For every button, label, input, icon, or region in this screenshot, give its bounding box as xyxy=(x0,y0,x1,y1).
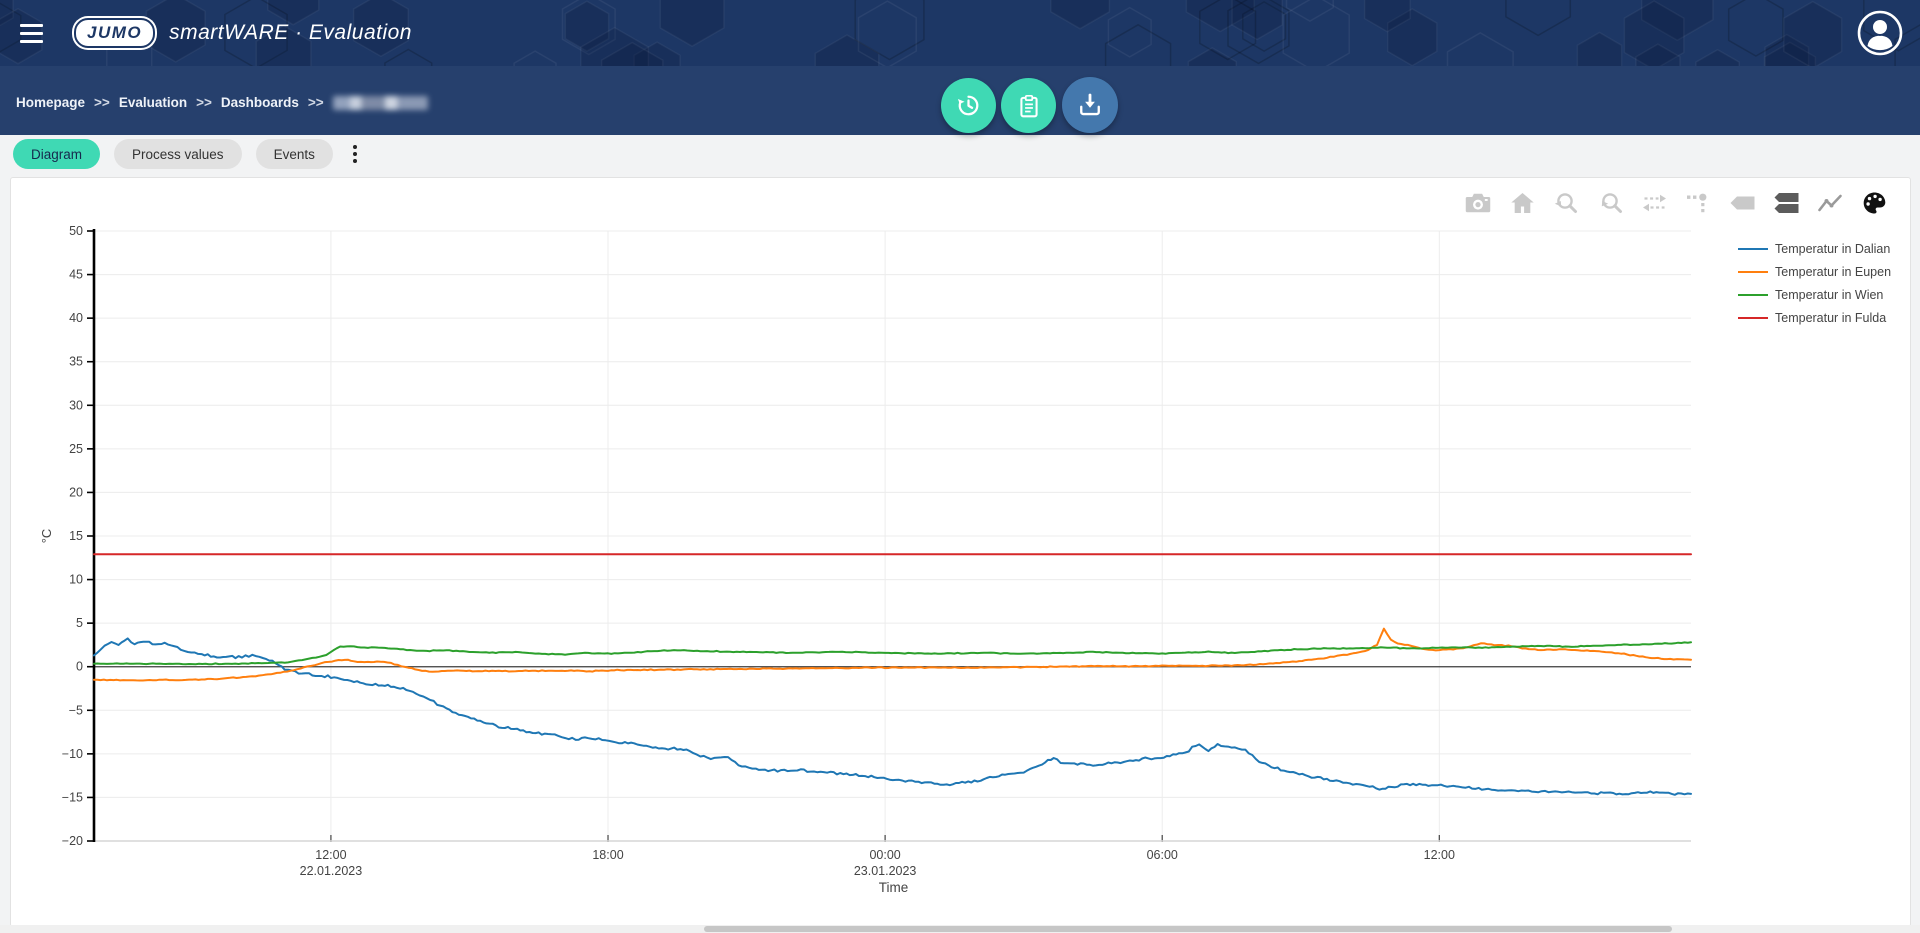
jumo-logo: JUMO xyxy=(74,18,156,48)
legend-item-2[interactable]: Temperatur in Eupen xyxy=(1738,260,1891,283)
svg-text:00:00: 00:00 xyxy=(869,848,900,862)
breadcrumb-separator: >> xyxy=(196,95,212,110)
legend-label: Temperatur in Eupen xyxy=(1775,264,1892,279)
breadcrumb-link-evaluation[interactable]: Evaluation xyxy=(118,95,188,110)
download-icon xyxy=(1080,93,1100,116)
breadcrumb-separator: >> xyxy=(94,95,110,110)
history-button[interactable] xyxy=(941,78,996,133)
spike-lines-icon[interactable] xyxy=(1684,191,1712,215)
plot-area[interactable] xyxy=(94,231,1701,842)
svg-text:06:00: 06:00 xyxy=(1147,848,1178,862)
svg-text:12:00: 12:00 xyxy=(315,848,346,862)
legend-line-swatch xyxy=(1738,316,1768,319)
breadcrumb: Homepage >> Evaluation >> Dashboards >> xyxy=(16,95,428,110)
svg-text:Time: Time xyxy=(879,880,909,895)
svg-text:−15: −15 xyxy=(62,790,83,804)
svg-text:18:00: 18:00 xyxy=(592,848,623,862)
breadcrumb-link-homepage[interactable]: Homepage xyxy=(16,95,86,110)
svg-text:−20: −20 xyxy=(62,834,83,848)
breadcrumb-link-dashboards[interactable]: Dashboards xyxy=(220,95,299,110)
horizontal-scrollbar xyxy=(0,925,1920,933)
svg-text:23.01.2023: 23.01.2023 xyxy=(854,864,917,878)
tab-diagram[interactable]: Diagram xyxy=(13,139,101,169)
svg-text:40: 40 xyxy=(69,311,83,325)
breadcrumb-current-redacted xyxy=(332,95,428,110)
legend-label: Temperatur in Wien xyxy=(1775,287,1884,302)
svg-text:30: 30 xyxy=(69,398,83,412)
history-icon xyxy=(957,95,979,116)
tab-process-values[interactable]: Process values xyxy=(114,139,242,169)
chart-legend: Temperatur in Dalian Temperatur in Eupen T… xyxy=(1738,237,1891,329)
line-style-icon[interactable] xyxy=(1816,191,1844,215)
svg-text:°C: °C xyxy=(39,529,54,544)
pan-compare-icon[interactable] xyxy=(1640,191,1668,215)
svg-text:5: 5 xyxy=(76,616,83,630)
svg-text:−5: −5 xyxy=(69,703,83,717)
legend-label: Temperatur in Dalian xyxy=(1775,241,1891,256)
camera-icon[interactable] xyxy=(1464,191,1492,215)
clipboard-icon xyxy=(1019,94,1038,117)
breadcrumb-separator: >> xyxy=(307,95,324,110)
chart-toolbar xyxy=(1464,191,1888,215)
svg-text:−10: −10 xyxy=(62,747,83,761)
view-tabs: Diagram Process values Events xyxy=(13,139,363,169)
svg-text:45: 45 xyxy=(69,268,83,282)
app-title: smartWARE · Evaluation xyxy=(169,21,412,44)
menu-button[interactable] xyxy=(8,11,54,55)
diagram-card: −20 −15 −10 −5 0 5 10 15 20 25 30 35 40 45 50 12:00 22.0… xyxy=(10,177,1911,927)
user-avatar-icon xyxy=(1857,10,1903,56)
svg-text:12:00: 12:00 xyxy=(1424,848,1455,862)
scrollbar-thumb[interactable] xyxy=(704,926,1672,932)
legend-line-swatch xyxy=(1738,293,1768,296)
svg-text:25: 25 xyxy=(69,442,83,456)
svg-text:10: 10 xyxy=(69,573,83,587)
more-options-button[interactable] xyxy=(347,140,363,168)
svg-text:0: 0 xyxy=(76,660,83,674)
svg-text:50: 50 xyxy=(69,224,83,238)
svg-text:20: 20 xyxy=(69,485,83,499)
legend-line-swatch xyxy=(1738,247,1768,250)
legend-item-3[interactable]: Temperatur in Wien xyxy=(1738,283,1891,306)
palette-icon[interactable] xyxy=(1860,191,1888,215)
hover-compare-icon[interactable] xyxy=(1772,191,1800,215)
zoom-forward-icon[interactable] xyxy=(1596,191,1624,215)
zoom-back-icon[interactable] xyxy=(1552,191,1580,215)
svg-text:22.01.2023: 22.01.2023 xyxy=(300,864,363,878)
tab-events[interactable]: Events xyxy=(255,139,333,169)
home-icon[interactable] xyxy=(1508,191,1536,215)
legend-label: Temperatur in Fulda xyxy=(1775,310,1887,325)
download-button[interactable] xyxy=(1062,77,1118,133)
legend-line-swatch xyxy=(1738,270,1768,273)
legend-item-4[interactable]: Temperatur in Fulda xyxy=(1738,306,1891,329)
hover-closest-icon[interactable] xyxy=(1728,191,1756,215)
legend-item-1[interactable]: Temperatur in Dalian xyxy=(1738,237,1891,260)
svg-text:15: 15 xyxy=(69,529,83,543)
clipboard-button[interactable] xyxy=(1001,78,1056,133)
svg-text:35: 35 xyxy=(69,355,83,369)
user-avatar-button[interactable] xyxy=(1856,9,1904,57)
app-header: JUMO smartWARE · Evaluation xyxy=(0,0,1920,66)
